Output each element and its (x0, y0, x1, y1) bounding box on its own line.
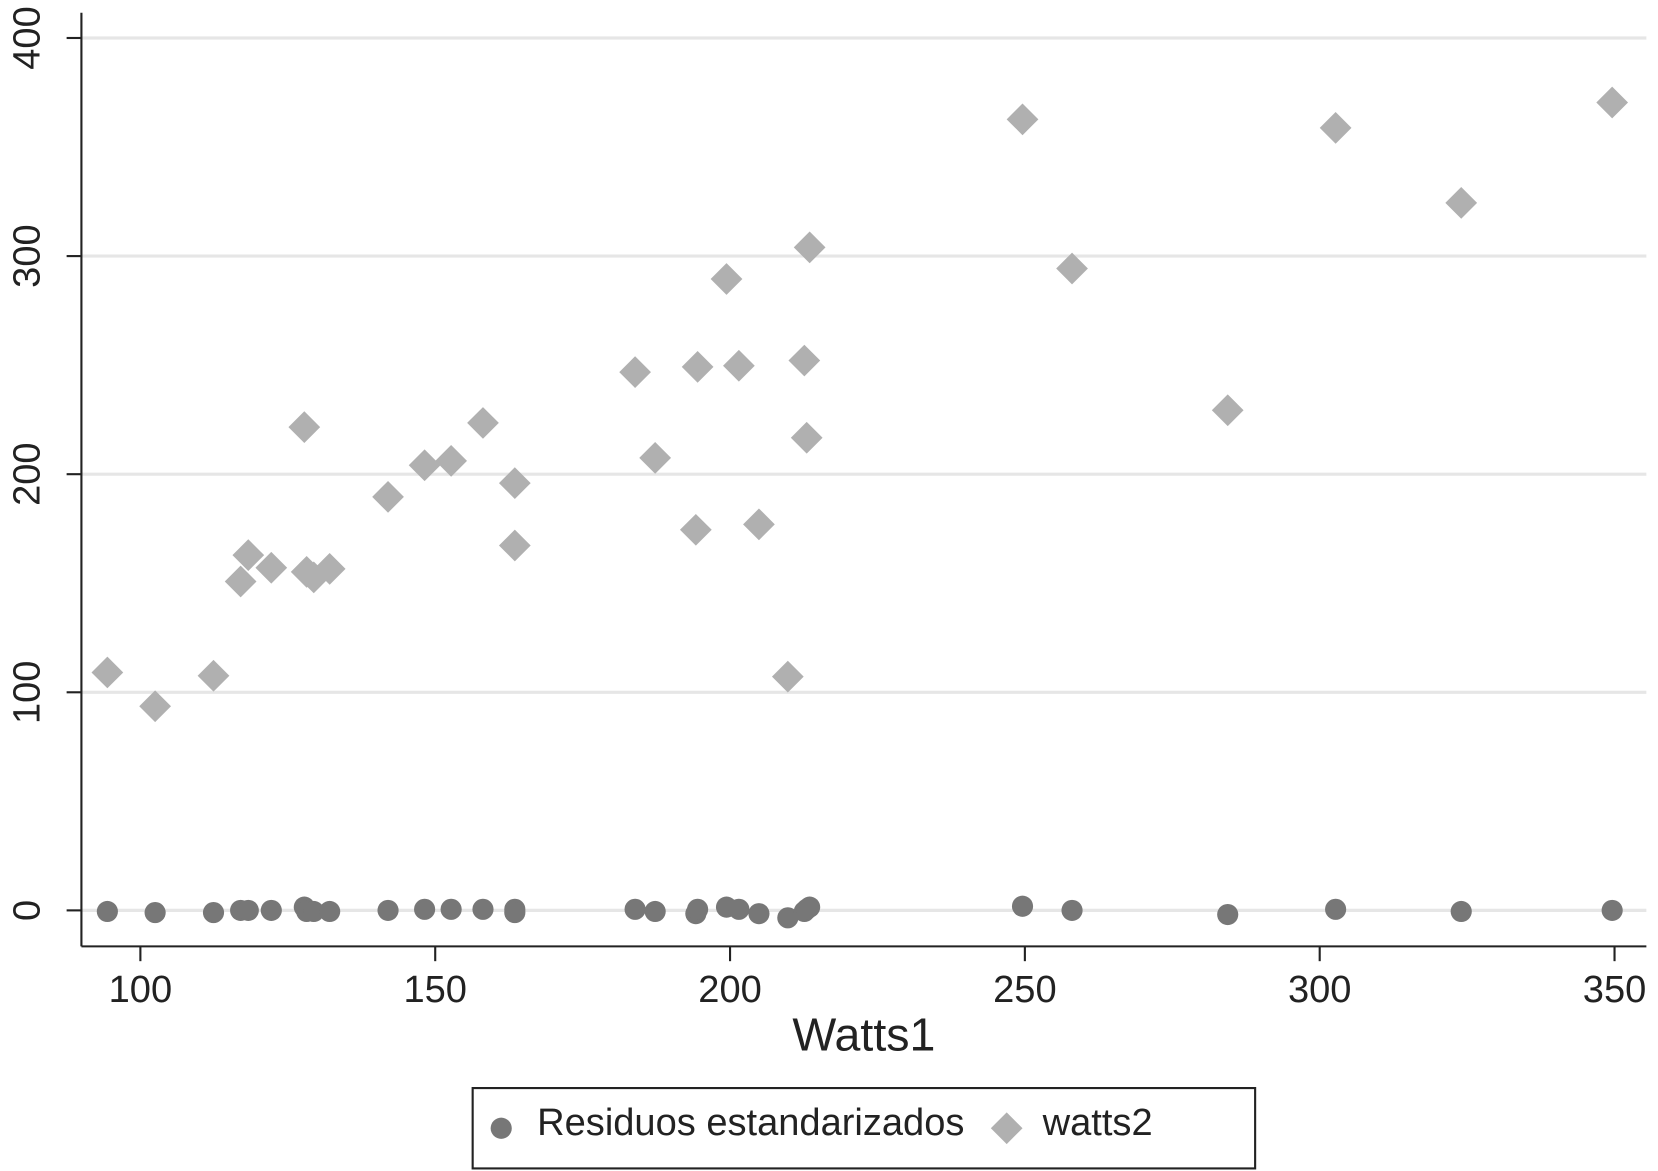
y-tick-label: 200 (7, 442, 49, 505)
circle-marker (748, 903, 770, 925)
diamond-marker (408, 449, 441, 482)
diamond-marker (788, 344, 821, 377)
diamond-marker (1006, 103, 1039, 136)
diamond-marker (91, 656, 124, 689)
y-tick-label: 0 (7, 900, 49, 921)
circle-marker (260, 899, 282, 921)
diamond-marker (1211, 394, 1244, 427)
circle-marker (777, 907, 799, 929)
circle-marker (624, 898, 646, 920)
circle-marker (644, 900, 666, 923)
diamond-marker (710, 263, 743, 295)
diamond-marker (197, 659, 230, 692)
x-tick-label: 100 (109, 969, 172, 1011)
circle-marker (799, 896, 821, 918)
legend-box (471, 1087, 1257, 1170)
diamond-marker (372, 481, 404, 513)
diamond-marker (790, 421, 823, 454)
circle-marker (237, 899, 259, 921)
circle-marker (728, 898, 750, 920)
circle-marker (377, 899, 399, 921)
circle-marker (1601, 899, 1623, 921)
diamond-marker (743, 508, 775, 541)
legend-label: watts2 (1042, 1102, 1153, 1144)
diamond-marker (498, 467, 531, 499)
circle-marker (687, 898, 709, 920)
diamond-marker (255, 551, 288, 584)
diamond-marker (771, 660, 804, 693)
diamond-marker (723, 349, 755, 382)
diamond-marker (1596, 86, 1629, 119)
circle-marker (202, 901, 225, 924)
diamond-marker (498, 529, 531, 562)
x-tick-label: 300 (1288, 969, 1351, 1011)
x-axis-label: Watts1 (792, 1009, 935, 1061)
diamond-marker (619, 356, 651, 388)
circle-marker (1450, 900, 1472, 923)
circle-marker (144, 901, 166, 924)
circle-marker (472, 898, 494, 920)
diamond-marker (224, 565, 257, 598)
diamond-marker (639, 441, 672, 474)
circle-marker (504, 901, 526, 924)
diamond-marker (139, 690, 171, 723)
circle-marker (440, 898, 462, 920)
diamond-marker (679, 513, 712, 546)
x-tick-label: 250 (993, 969, 1056, 1011)
x-tick-label: 150 (403, 969, 466, 1011)
diamond-marker (232, 539, 265, 571)
x-tick-label: 350 (1583, 969, 1646, 1011)
legend-marker (490, 1117, 512, 1139)
diamond-marker (313, 552, 346, 585)
diamond-marker (793, 231, 826, 264)
diamond-marker (1056, 252, 1088, 285)
y-tick-label: 300 (7, 224, 49, 287)
y-tick-label: 400 (7, 6, 49, 69)
plot-root: 0 100 200 300 400 100 150 200 250 300 350 Watts1 Res… (7, 6, 1647, 1170)
circle-marker (319, 900, 341, 923)
y-tick-label: 100 (7, 661, 49, 724)
circle-marker (96, 900, 118, 923)
circle-marker (1325, 898, 1347, 920)
diamond-marker (467, 407, 499, 439)
legend-label: Residuos estandarizados (537, 1102, 964, 1144)
circle-marker (1217, 903, 1239, 926)
diamond-marker (681, 351, 714, 383)
circle-marker (1061, 899, 1083, 921)
diamond-marker (1445, 187, 1478, 219)
diamond-marker (1319, 111, 1352, 144)
x-tick-label: 200 (698, 969, 761, 1011)
diamond-marker (288, 411, 321, 443)
circle-marker (414, 898, 436, 920)
circle-marker (1011, 895, 1034, 917)
diamond-marker (435, 445, 467, 477)
circle-marker (303, 900, 325, 923)
